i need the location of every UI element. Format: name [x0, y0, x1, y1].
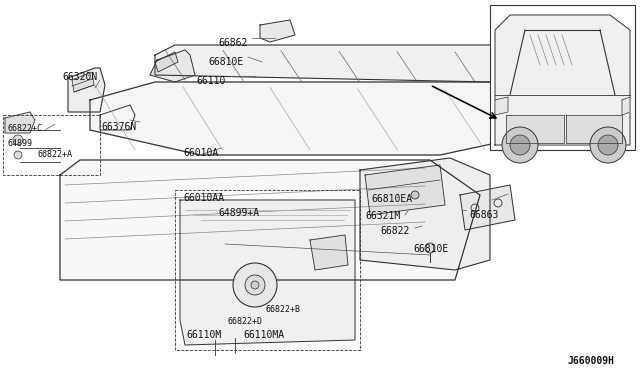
Text: 66010A: 66010A	[183, 148, 218, 158]
Polygon shape	[68, 68, 105, 112]
Circle shape	[425, 243, 435, 253]
Circle shape	[13, 135, 23, 145]
Polygon shape	[506, 115, 564, 143]
Text: 66110M: 66110M	[186, 330, 221, 340]
Polygon shape	[180, 200, 355, 345]
Polygon shape	[155, 52, 178, 72]
Bar	[490, 5, 635, 150]
Polygon shape	[460, 185, 515, 230]
Polygon shape	[566, 115, 622, 143]
Text: 66822: 66822	[380, 226, 410, 236]
Text: 66810EA: 66810EA	[371, 194, 412, 204]
Text: 66810E: 66810E	[413, 244, 448, 254]
Circle shape	[233, 263, 277, 307]
Circle shape	[245, 275, 265, 295]
Circle shape	[510, 135, 530, 155]
Text: 66321M: 66321M	[365, 211, 400, 221]
Polygon shape	[495, 97, 508, 115]
Polygon shape	[495, 15, 630, 145]
Polygon shape	[60, 160, 480, 280]
Circle shape	[411, 191, 419, 199]
Polygon shape	[150, 50, 195, 82]
Text: 66110: 66110	[196, 76, 225, 86]
Text: 66010AA: 66010AA	[183, 193, 224, 203]
Circle shape	[590, 127, 626, 163]
Text: 66822+A: 66822+A	[38, 150, 73, 159]
Circle shape	[502, 127, 538, 163]
Text: 64899+A: 64899+A	[218, 208, 259, 218]
Polygon shape	[360, 158, 490, 270]
Polygon shape	[155, 45, 530, 82]
Text: 66822+B: 66822+B	[265, 305, 300, 314]
Text: 66863: 66863	[469, 210, 499, 220]
Text: 66110MA: 66110MA	[243, 330, 284, 340]
Polygon shape	[365, 165, 445, 215]
Polygon shape	[260, 20, 295, 42]
Text: 66862: 66862	[218, 38, 248, 48]
Polygon shape	[622, 97, 630, 115]
Polygon shape	[100, 105, 135, 130]
Polygon shape	[175, 190, 360, 350]
Circle shape	[251, 281, 259, 289]
Polygon shape	[90, 82, 545, 155]
Circle shape	[14, 151, 22, 159]
Text: 64899: 64899	[8, 139, 33, 148]
Polygon shape	[310, 235, 348, 270]
Text: 66810E: 66810E	[208, 57, 243, 67]
Polygon shape	[72, 72, 94, 92]
Text: 66822+C: 66822+C	[8, 124, 43, 133]
Polygon shape	[5, 112, 35, 133]
Circle shape	[598, 135, 618, 155]
Text: J660009H: J660009H	[568, 356, 615, 366]
Text: 66376N: 66376N	[101, 122, 136, 132]
Text: 66822+D: 66822+D	[228, 317, 263, 326]
Text: 66320N: 66320N	[62, 72, 97, 82]
